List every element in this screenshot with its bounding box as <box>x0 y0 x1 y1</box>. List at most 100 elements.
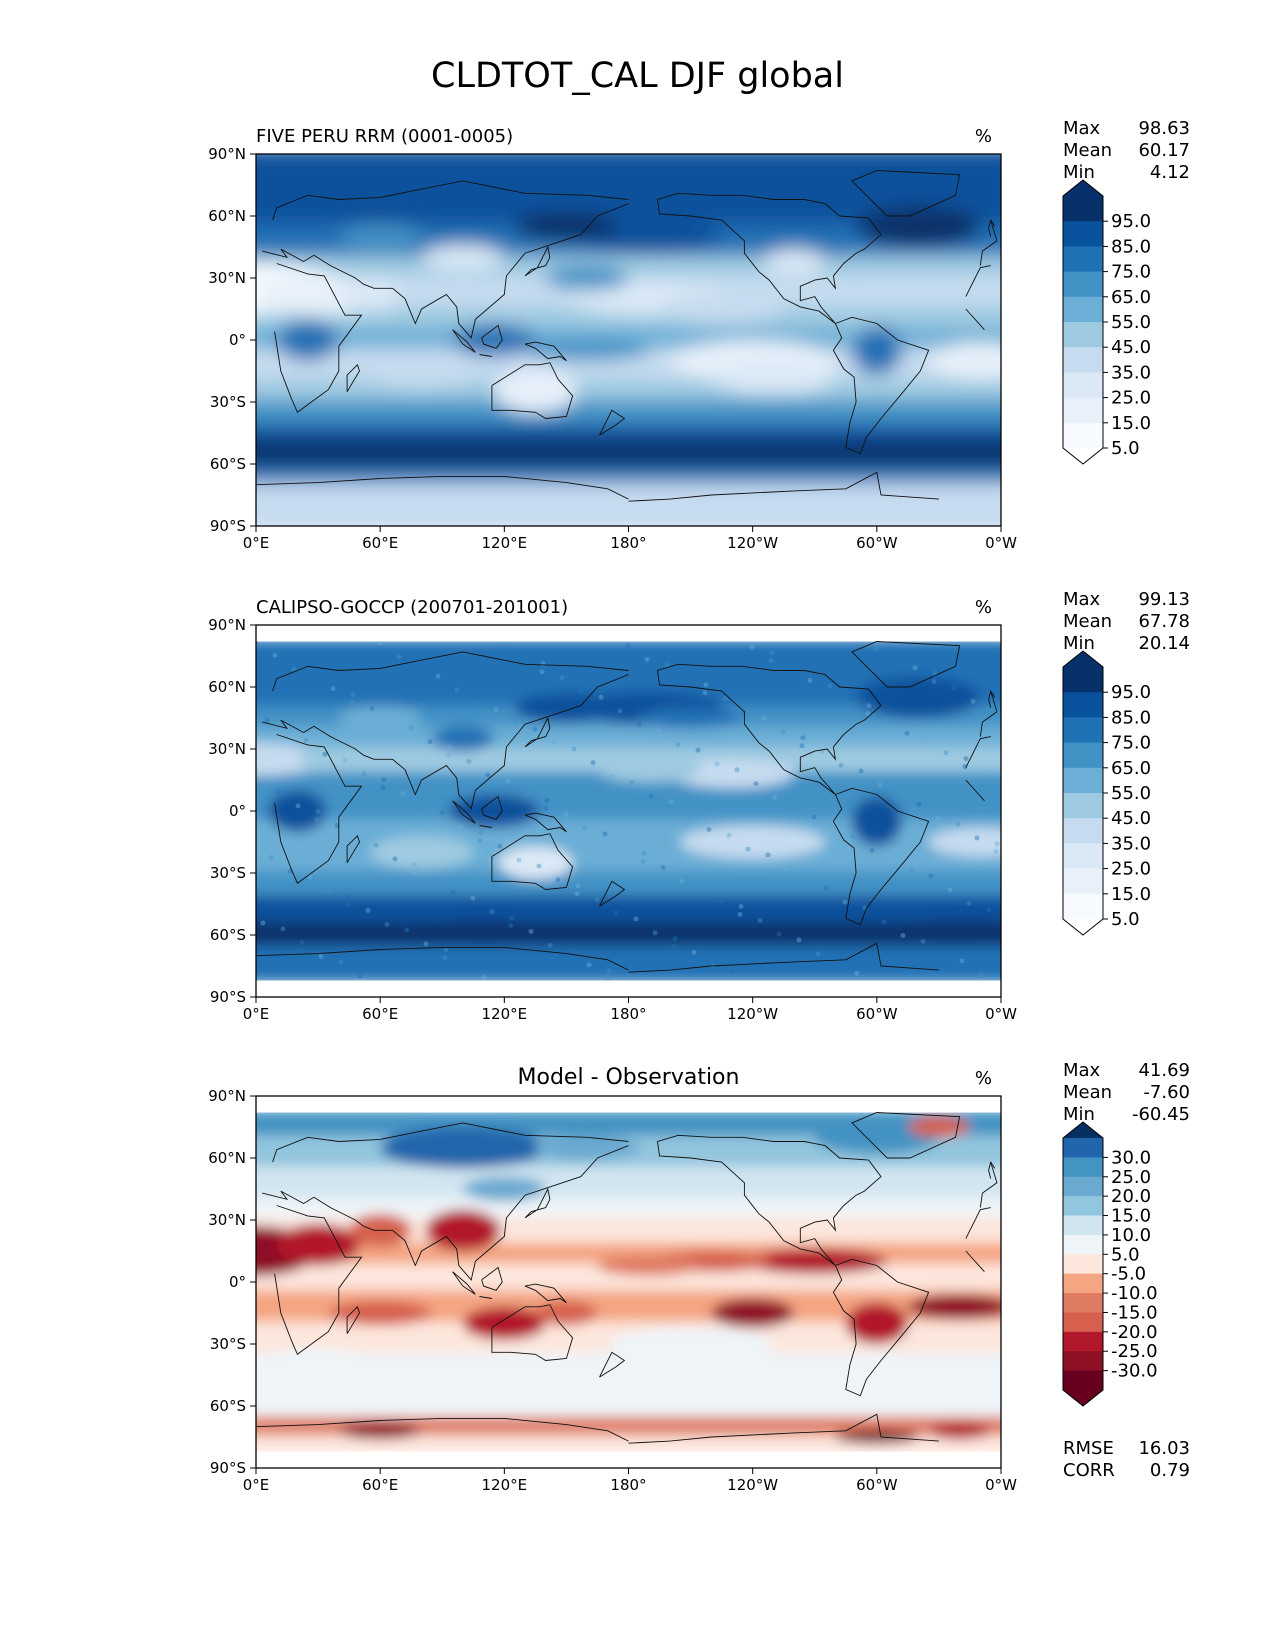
field-speckle <box>528 928 534 934</box>
field-speckle <box>780 729 786 735</box>
field-speckle <box>753 781 759 787</box>
field-patch <box>659 294 784 324</box>
field-speckle <box>349 700 355 706</box>
field-speckle <box>446 753 452 759</box>
colorbar-swatch <box>1063 246 1103 273</box>
field-speckle <box>866 703 872 709</box>
colorbar-swatch <box>1063 1234 1103 1255</box>
field-patch <box>421 244 505 270</box>
field-patch <box>597 757 701 783</box>
field-speckle <box>350 692 356 698</box>
field-band <box>256 726 1001 751</box>
field-patch <box>338 224 422 250</box>
field-speckle <box>594 896 600 902</box>
field-speckle <box>695 747 701 753</box>
field-speckle <box>617 708 623 714</box>
field-patch <box>907 1116 970 1138</box>
y-tick-label: 30°N <box>208 1211 246 1229</box>
field-speckle <box>683 676 689 682</box>
field-speckle <box>404 927 410 933</box>
field-speckle <box>621 845 627 851</box>
x-tick-label: 180° <box>610 534 646 552</box>
colorbar-label: 5.0 <box>1111 438 1140 459</box>
field-speckle <box>776 931 782 937</box>
y-tick-label: 90°N <box>208 1087 246 1105</box>
field-patch <box>349 1213 412 1247</box>
colorbar-label: 35.0 <box>1111 362 1151 383</box>
field-speckle <box>571 746 577 752</box>
coastline <box>452 800 476 824</box>
stat-label: RMSE <box>1063 1438 1114 1459</box>
field-speckle <box>799 743 805 749</box>
coastline <box>657 192 882 324</box>
colorbar-swatch <box>1063 1176 1103 1197</box>
coastline <box>491 833 574 890</box>
coastline <box>481 1266 503 1291</box>
field-speckle <box>346 894 352 900</box>
y-tick-label: 90°N <box>208 145 246 163</box>
coastline <box>524 716 551 748</box>
field-speckle <box>470 895 476 901</box>
colorbar-label: 75.0 <box>1111 733 1151 754</box>
stat-label: Mean <box>1063 140 1112 161</box>
field-speckle <box>439 810 445 816</box>
field-speckle <box>280 926 286 932</box>
stats-box-2: Max 99.13 Mean 67.78 Min 20.14 <box>1063 589 1190 654</box>
field-speckle <box>749 644 755 650</box>
field-speckle <box>318 953 324 959</box>
field-patch <box>928 1422 991 1440</box>
field-speckle <box>800 735 806 741</box>
stat-value: 4.12 <box>1150 162 1190 183</box>
x-tick-label: 0°E <box>243 1005 270 1023</box>
field-shading <box>256 639 1001 983</box>
colorbar-label: 95.0 <box>1111 682 1151 703</box>
colorbar-label: 55.0 <box>1111 783 1151 804</box>
field-speckle <box>668 799 674 805</box>
y-tick-label: 60°N <box>208 678 246 696</box>
field-speckle <box>889 853 895 859</box>
field-speckle <box>315 809 321 815</box>
field-speckle <box>582 825 588 831</box>
field-patch <box>338 1422 422 1440</box>
coastline <box>524 245 551 277</box>
colorbar-swatch <box>1063 818 1103 844</box>
field-speckle <box>574 891 580 897</box>
field-speckle <box>598 694 604 700</box>
field-speckle <box>637 714 643 720</box>
field-speckle <box>990 704 996 710</box>
field-patch <box>928 827 1001 857</box>
field-speckle <box>342 757 348 763</box>
colorbar-swatch <box>1063 692 1103 718</box>
field-speckle <box>737 912 743 918</box>
colorbar-swatch <box>1063 767 1103 794</box>
field-band <box>256 466 1001 487</box>
x-tick-label: 120°E <box>482 534 528 552</box>
field-band <box>256 379 1001 404</box>
field-speckle <box>307 874 313 880</box>
field-speckle <box>943 750 949 756</box>
colorbar-swatch <box>1063 667 1103 693</box>
field-speckle <box>846 697 852 703</box>
field-patch <box>597 1255 701 1276</box>
colorbar-label: 45.0 <box>1111 337 1151 358</box>
field-band <box>256 154 1001 198</box>
colorbar-swatch <box>1063 1293 1103 1313</box>
field-speckle <box>757 917 763 923</box>
field-patch <box>876 920 1001 942</box>
field-speckle <box>338 959 344 965</box>
field-patch <box>498 846 573 880</box>
field-speckle <box>912 665 918 671</box>
figure-title: CLDTOT_CAL DJF global <box>431 56 844 96</box>
colorbar-swatch <box>1063 1351 1103 1372</box>
axes-3: 0°E 60°E 120°E 180° 120°W 60°W 0°W 90°N 60°N 30°N… <box>208 1065 1017 1494</box>
stat-value: 67.78 <box>1138 611 1190 632</box>
field-speckle <box>916 802 922 808</box>
x-tick-label: 120°W <box>727 1005 778 1023</box>
colorbar-extend-top <box>1063 180 1103 196</box>
colorbar-label: 45.0 <box>1111 808 1151 829</box>
field-speckle <box>559 675 565 681</box>
field-speckle <box>458 824 464 830</box>
field-speckle <box>605 976 611 982</box>
colorbar-label: -5.0 <box>1111 1264 1146 1285</box>
